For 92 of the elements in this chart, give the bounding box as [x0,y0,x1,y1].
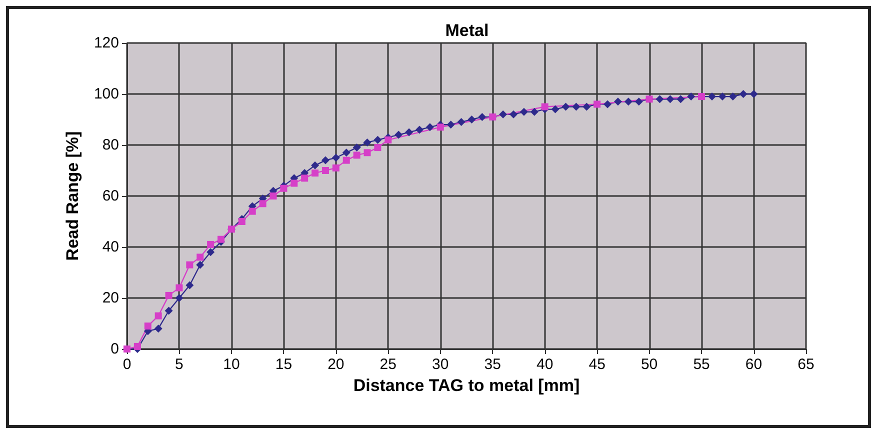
point [728,92,737,101]
point [415,126,424,134]
point [270,192,277,200]
point [364,149,371,156]
point [207,240,214,248]
y-tick-label: 40 [102,238,119,256]
point [206,248,215,256]
x-tick-label: 50 [640,356,658,373]
point [342,148,350,157]
y-tick-label: 80 [102,136,119,154]
x-tick-label: 20 [328,356,344,373]
point [405,128,414,136]
point [238,218,246,225]
point [154,312,162,320]
point [750,90,758,98]
y-tick-label: 100 [94,86,119,102]
point [165,292,172,299]
point [551,105,560,114]
point [164,306,173,315]
point [468,116,476,124]
point [614,98,622,106]
point [290,180,298,187]
point [176,284,183,292]
x-tick-label: 60 [745,356,762,373]
point [718,92,726,101]
point [374,136,382,144]
point [342,156,350,164]
point [446,120,455,129]
point [374,144,382,152]
x-tick-label: 15 [275,356,292,373]
point [687,92,696,101]
x-tick-label: 35 [484,356,501,373]
point [478,112,486,121]
point [739,90,748,98]
point [321,156,330,164]
point [196,260,204,269]
point [666,95,674,104]
point [332,154,340,162]
x-tick-label: 10 [223,356,240,373]
point [634,98,643,106]
x-tick-label: 0 [122,356,132,373]
y-axis-title: Read Range [%] [63,131,82,261]
x-tick-label: 65 [798,356,814,373]
point [196,254,204,261]
point [363,138,372,146]
point [301,174,308,182]
point [510,110,518,118]
point [562,102,570,111]
point [708,92,716,101]
x-tick-label: 30 [432,356,449,373]
point [520,108,528,116]
y-tick-label: 120 [94,34,119,52]
y-tick-label: 60 [102,188,119,204]
point [322,167,329,174]
point [259,200,266,208]
point [541,103,548,110]
x-tick-label: 25 [380,356,396,373]
point [604,100,612,108]
point [436,124,444,131]
point [144,322,152,330]
point [311,161,320,170]
point [175,294,184,302]
y-tick-label: 0 [110,340,119,358]
point [186,281,194,290]
x-axis-title: Distance TAG to metal [mm] [353,376,580,395]
point [384,136,392,144]
point [426,123,434,132]
point [248,208,256,215]
point [572,102,580,111]
point [280,184,288,192]
point [457,118,466,126]
x-tick-label: 5 [175,356,184,373]
point [394,130,403,139]
y-tick-label: 20 [102,290,119,306]
point [582,102,591,111]
point [530,108,538,116]
point [352,144,361,152]
point [676,95,685,104]
chart-title: Metal [445,21,489,40]
point [656,95,664,104]
point [154,324,162,333]
point [218,236,225,243]
point [624,98,632,106]
x-tick-label: 45 [588,356,606,373]
x-tick-label: 55 [693,356,710,373]
point [499,110,508,118]
point [312,170,319,177]
x-tick-label: 40 [536,356,554,373]
point [332,164,340,172]
point [134,342,141,350]
point [353,152,360,159]
point [186,261,194,268]
